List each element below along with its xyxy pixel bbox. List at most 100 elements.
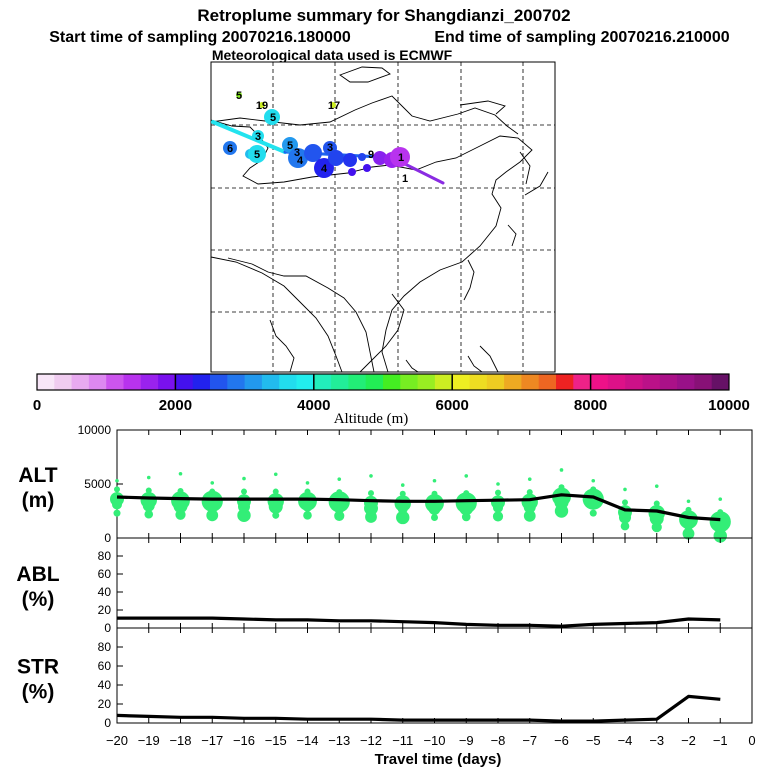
alt-plume-bubble: [241, 488, 247, 495]
alt-y-tick-label: 0: [104, 531, 111, 545]
str-y-tick-label: 40: [98, 678, 112, 692]
x-tick-label: −11: [392, 733, 413, 748]
alt-plume-bubble: [552, 487, 571, 507]
colorbar-swatch: [521, 374, 540, 390]
colorbar-swatch: [694, 374, 713, 390]
colorbar-swatch: [210, 374, 228, 390]
alt-plume-bubble: [718, 497, 723, 501]
alt-plume-bubble: [394, 495, 411, 512]
x-tick-label: −3: [649, 733, 664, 748]
alt-plume-bubble: [685, 506, 692, 513]
plume-cluster-marker: [363, 164, 371, 172]
map-label: 17: [328, 100, 340, 112]
plume-line-violet: [401, 161, 445, 185]
map-label: 5: [254, 149, 260, 161]
colorbar-swatch: [175, 374, 194, 390]
alt-plume-bubble: [590, 486, 597, 493]
alt-plume-bubble: [558, 484, 565, 491]
abl-y-tick-label: 80: [98, 549, 112, 563]
alt-plume-bubble: [303, 511, 312, 520]
plume-cluster-marker: [314, 158, 334, 178]
colorbar-axis-label: Altitude (m): [334, 411, 409, 427]
alt-plume-bubble: [582, 488, 604, 510]
x-tick-label: −1: [713, 733, 728, 748]
map-label: 5: [270, 112, 276, 124]
x-tick-label: −6: [554, 733, 569, 748]
map-label: 1: [398, 152, 404, 164]
colorbar-swatch: [607, 374, 626, 390]
colorbar-swatch: [556, 374, 574, 390]
colorbar-swatch: [140, 374, 159, 390]
colorbar-swatch: [37, 374, 55, 390]
x-tick-label: −13: [328, 733, 350, 748]
plume-cluster-marker: [236, 92, 242, 98]
plume-cluster-marker: [390, 147, 410, 167]
colorbar-swatch: [331, 374, 349, 390]
alt-plume-bubble: [140, 492, 157, 509]
alt-plume-bubble: [206, 509, 219, 522]
alt-plume-bubble: [334, 510, 345, 521]
plume-cluster-markers: [223, 92, 410, 178]
alt-plume-bubble: [559, 468, 564, 472]
colorbar-tick-label: 8000: [574, 397, 607, 414]
map-label: 4: [321, 163, 328, 175]
plume-cluster-marker: [328, 150, 344, 166]
map-coastlines: [210, 66, 549, 373]
alt-plume-bubble: [623, 487, 627, 492]
alt-plume-bubble: [526, 489, 533, 496]
alt-plume-bubble: [144, 509, 154, 519]
panel-abl: 0 20 40 60 80 ABL(%): [16, 537, 753, 635]
alt-plume-bubble: [201, 490, 223, 512]
alt-panel-unit: (m): [22, 489, 55, 512]
colorbar-swatch: [417, 374, 436, 390]
map-label: 6: [227, 143, 233, 155]
alt-plume-bubbles: [110, 468, 731, 543]
alt-plume-bubble: [178, 471, 183, 476]
colorbar-major-dividers: [174, 374, 592, 390]
alt-plume-bubble: [337, 477, 342, 481]
colorbar-swatch: [711, 374, 730, 390]
colorbar-swatch: [625, 374, 643, 390]
abl-panel-label: ABL: [16, 563, 59, 586]
alt-plume-bubble: [496, 482, 500, 486]
colorbar-swatch: [279, 374, 297, 390]
alt-plume-bubble: [686, 499, 691, 504]
str-panel-label: STR: [17, 656, 59, 679]
alt-plume-bubble: [620, 521, 630, 531]
colorbar-swatches: [37, 374, 730, 390]
plume-cluster-marker: [330, 102, 336, 108]
str-panel-unit: (%): [22, 681, 55, 704]
alt-plume-bubble: [432, 478, 437, 483]
abl-y-tick-label: 0: [104, 621, 111, 635]
alt-plume-bubble: [589, 509, 597, 517]
alt-plume-bubble: [368, 490, 374, 497]
travel-time-axis: −20 −19 −18 −17 −16 −15 −14 −13 −12 −11 −10 −9 −8 −7−…: [106, 733, 756, 768]
colorbar-swatch: [261, 374, 280, 390]
alt-plume-bubble: [272, 488, 279, 495]
alt-plume-bubble: [177, 488, 184, 495]
alt-plume-bubble: [455, 492, 477, 514]
alt-plume-bubble: [267, 493, 284, 510]
alt-plume-bubble: [464, 474, 469, 478]
colorbar-swatch: [106, 374, 124, 390]
abl-series-line: [117, 616, 721, 628]
plume-cluster-marker: [264, 109, 280, 125]
alt-plume-bubble: [396, 510, 410, 525]
x-tick-labels: −20 −19 −18 −17 −16 −15 −14 −13 −12 −11 −10 −9 −8 −7−…: [106, 733, 756, 748]
colorbar-swatch: [296, 374, 315, 390]
colorbar-swatch: [434, 374, 453, 390]
plume-cluster-marker: [223, 141, 237, 155]
alt-series-line: [116, 493, 721, 522]
alt-plume-bubble: [492, 511, 504, 522]
colorbar-tick-label: 2000: [159, 397, 192, 414]
alt-plume-bubble: [527, 477, 532, 481]
colorbar-tick-label: 4000: [297, 397, 330, 414]
alt-plume-bubble: [110, 492, 124, 507]
alt-plume-bubble: [305, 481, 310, 485]
colorbar-swatch: [452, 374, 470, 390]
x-tick-label: 0: [748, 733, 755, 748]
map-gridlines: [211, 62, 555, 372]
plume-cluster-marker: [248, 145, 266, 163]
map-label: 1: [402, 173, 408, 185]
abl-y-tick-label: 60: [98, 567, 112, 581]
